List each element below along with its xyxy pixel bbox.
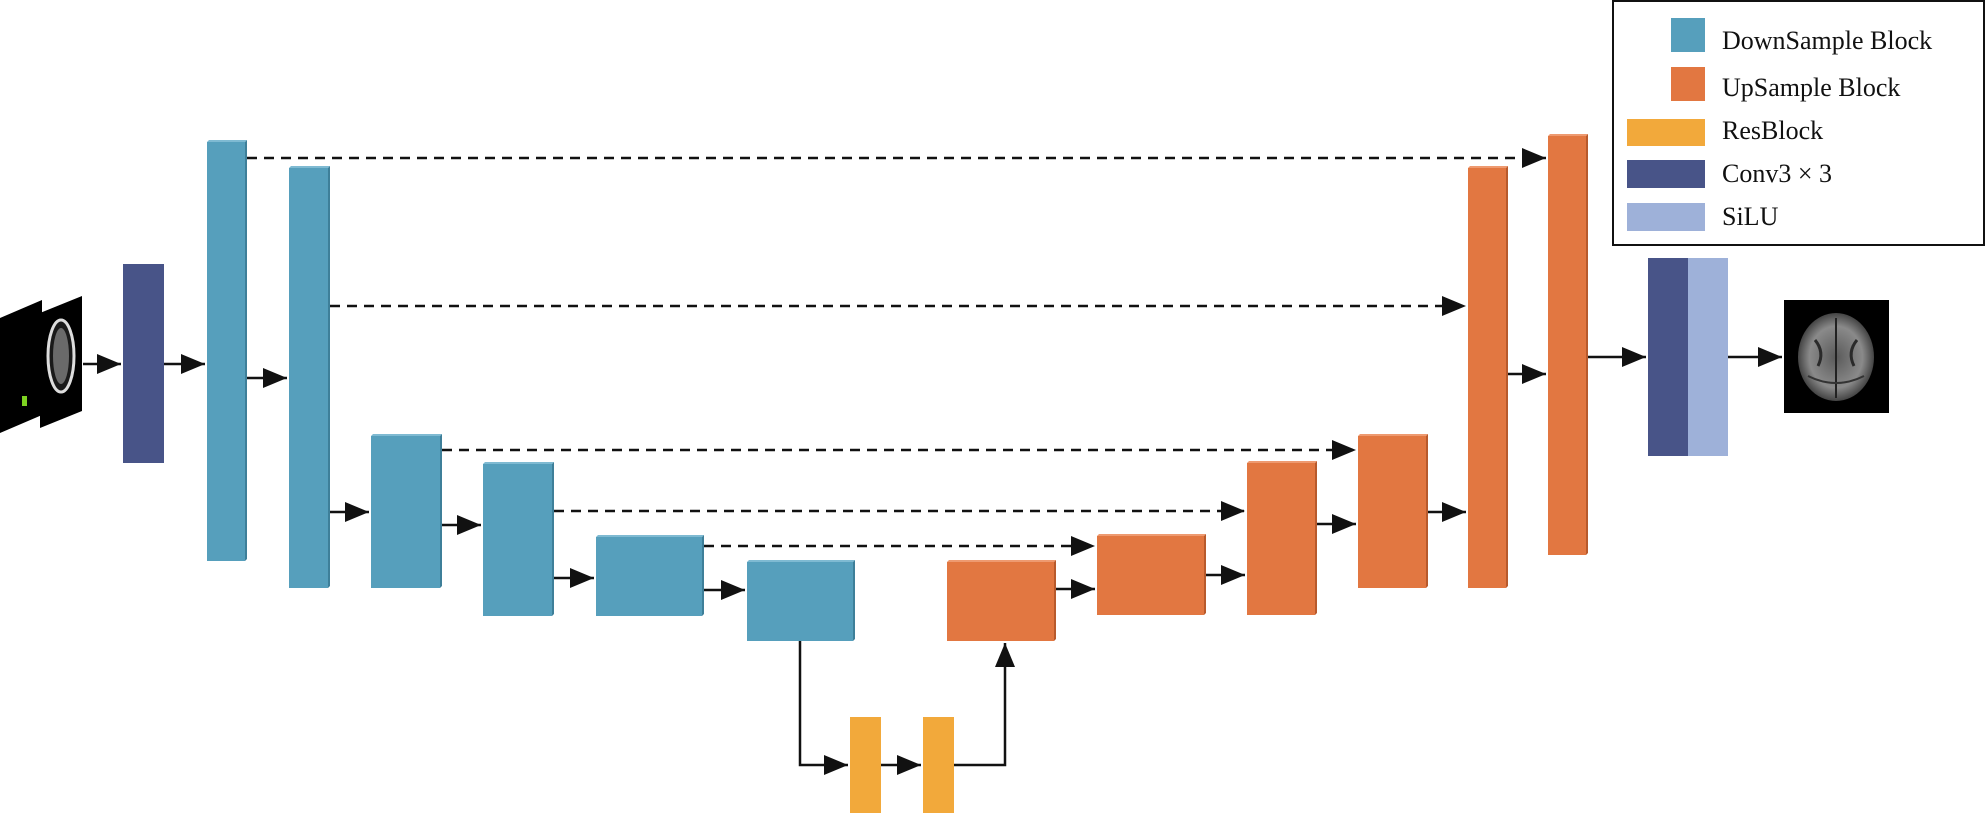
resblock-1	[850, 717, 881, 813]
upsample-block-5	[1468, 166, 1508, 588]
legend-label-conv: Conv3 × 3	[1722, 159, 1832, 188]
legend-swatch-silu	[1627, 203, 1705, 231]
legend-item-conv: Conv3 × 3	[1627, 159, 1832, 188]
resblock-2	[923, 717, 954, 813]
legend-swatch-conv	[1627, 160, 1705, 188]
upsample-block-6	[1548, 134, 1588, 555]
resblocks	[850, 717, 954, 813]
legend: DownSample Block UpSample Block ResBlock…	[1612, 0, 1985, 246]
solid-arrows	[83, 347, 1782, 775]
upsample-block-2	[1097, 534, 1206, 615]
downsample-blocks	[207, 140, 855, 641]
silu-block-output	[1688, 258, 1728, 456]
legend-item-upsample: UpSample Block	[1671, 67, 1900, 102]
downsample-block-6	[747, 560, 855, 641]
skip-connections	[247, 148, 1546, 556]
legend-item-resblock: ResBlock	[1627, 116, 1823, 146]
legend-label-upsample: UpSample Block	[1722, 73, 1900, 102]
upsample-blocks	[947, 134, 1588, 641]
legend-swatch-resblock	[1627, 119, 1705, 146]
legend-swatch-downsample	[1671, 18, 1705, 52]
downsample-block-3	[371, 434, 442, 588]
input-scan-image	[0, 296, 82, 433]
conv-block-output	[1648, 258, 1688, 456]
upsample-block-4	[1358, 434, 1428, 588]
legend-item-downsample: DownSample Block	[1671, 18, 1932, 55]
conv-block-input	[123, 264, 164, 463]
downsample-block-5	[596, 535, 704, 616]
downsample-block-4	[483, 462, 554, 616]
upsample-block-3	[1247, 461, 1317, 615]
legend-swatch-upsample	[1671, 67, 1705, 101]
legend-label-silu: SiLU	[1722, 202, 1779, 231]
legend-label-resblock: ResBlock	[1722, 116, 1823, 145]
downsample-block-1	[207, 140, 247, 561]
legend-item-silu: SiLU	[1627, 202, 1779, 231]
legend-label-downsample: DownSample Block	[1722, 26, 1932, 55]
downsample-block-2	[289, 166, 330, 588]
upsample-block-1	[947, 560, 1056, 641]
output-scan-image	[1784, 300, 1889, 413]
